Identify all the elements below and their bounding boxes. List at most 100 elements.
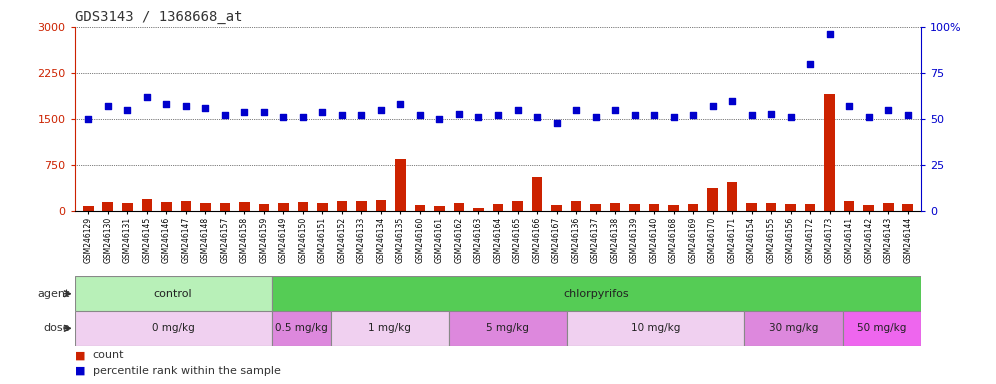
Bar bbox=[902, 204, 913, 211]
Point bbox=[744, 112, 760, 118]
Point bbox=[315, 109, 331, 115]
Point bbox=[412, 112, 428, 118]
Text: 1 mg/kg: 1 mg/kg bbox=[369, 323, 411, 333]
Point bbox=[256, 109, 272, 115]
Bar bbox=[219, 203, 230, 211]
Text: 30 mg/kg: 30 mg/kg bbox=[769, 323, 818, 333]
Point bbox=[334, 112, 350, 118]
Point bbox=[120, 107, 135, 113]
Bar bbox=[103, 202, 114, 211]
Bar bbox=[882, 203, 893, 211]
Bar bbox=[272, 276, 921, 311]
Point bbox=[665, 114, 681, 120]
Point bbox=[899, 112, 915, 118]
Bar bbox=[785, 204, 796, 211]
Point bbox=[822, 31, 838, 37]
Text: chlorpyrifos: chlorpyrifos bbox=[564, 289, 629, 299]
Bar bbox=[272, 311, 331, 346]
Text: agent: agent bbox=[37, 289, 70, 299]
Point bbox=[842, 103, 858, 109]
Bar bbox=[744, 311, 843, 346]
Point bbox=[510, 107, 526, 113]
Bar bbox=[825, 94, 835, 211]
Text: percentile rank within the sample: percentile rank within the sample bbox=[93, 366, 281, 376]
Bar bbox=[668, 205, 679, 211]
Bar bbox=[727, 182, 737, 211]
Bar bbox=[75, 276, 272, 311]
Text: ■: ■ bbox=[75, 366, 86, 376]
Bar bbox=[337, 201, 348, 211]
Bar bbox=[746, 203, 757, 211]
Bar bbox=[843, 311, 921, 346]
Point bbox=[178, 103, 194, 109]
Point bbox=[568, 107, 584, 113]
Point bbox=[724, 98, 740, 104]
Point bbox=[158, 101, 174, 108]
Point bbox=[354, 112, 370, 118]
Text: dose: dose bbox=[43, 323, 70, 333]
Bar bbox=[317, 203, 328, 211]
Point bbox=[763, 111, 779, 117]
Point bbox=[490, 112, 506, 118]
Bar bbox=[453, 203, 464, 211]
Bar bbox=[687, 204, 698, 211]
Bar bbox=[493, 204, 503, 211]
Point bbox=[373, 107, 388, 113]
Bar bbox=[331, 311, 449, 346]
Point bbox=[451, 111, 467, 117]
Point bbox=[549, 120, 565, 126]
Point bbox=[626, 112, 642, 118]
Bar bbox=[551, 205, 562, 211]
Point bbox=[588, 114, 604, 120]
Bar bbox=[161, 202, 171, 211]
Point bbox=[470, 114, 486, 120]
Bar bbox=[122, 203, 132, 211]
Bar bbox=[449, 311, 567, 346]
Point bbox=[861, 114, 876, 120]
Bar bbox=[75, 311, 272, 346]
Point bbox=[81, 116, 97, 122]
Text: 0 mg/kg: 0 mg/kg bbox=[151, 323, 194, 333]
Point bbox=[880, 107, 896, 113]
Bar bbox=[707, 189, 718, 211]
Bar bbox=[610, 203, 621, 211]
Text: 5 mg/kg: 5 mg/kg bbox=[486, 323, 529, 333]
Point bbox=[295, 114, 311, 120]
Bar bbox=[629, 204, 639, 211]
Bar bbox=[83, 206, 94, 211]
Bar bbox=[375, 200, 386, 211]
Bar bbox=[141, 199, 152, 211]
Bar bbox=[844, 201, 855, 211]
Point bbox=[100, 103, 116, 109]
Point bbox=[276, 114, 292, 120]
Text: 50 mg/kg: 50 mg/kg bbox=[858, 323, 906, 333]
Point bbox=[197, 105, 213, 111]
Point bbox=[802, 61, 818, 67]
Text: GDS3143 / 1368668_at: GDS3143 / 1368668_at bbox=[75, 10, 242, 25]
Bar bbox=[259, 204, 269, 211]
Point bbox=[685, 112, 701, 118]
Bar bbox=[512, 201, 523, 211]
Point bbox=[608, 107, 623, 113]
Bar bbox=[864, 205, 874, 211]
Point bbox=[236, 109, 252, 115]
Bar bbox=[395, 159, 405, 211]
Bar bbox=[567, 311, 744, 346]
Bar bbox=[571, 201, 582, 211]
Text: control: control bbox=[153, 289, 192, 299]
Point bbox=[138, 94, 154, 100]
Point bbox=[646, 112, 662, 118]
Bar bbox=[180, 201, 191, 211]
Bar bbox=[473, 207, 484, 211]
Bar bbox=[357, 201, 367, 211]
Text: 10 mg/kg: 10 mg/kg bbox=[630, 323, 680, 333]
Bar bbox=[805, 204, 816, 211]
Bar bbox=[532, 177, 543, 211]
Point bbox=[529, 114, 545, 120]
Text: ■: ■ bbox=[75, 350, 86, 360]
Bar bbox=[298, 202, 309, 211]
Point bbox=[783, 114, 799, 120]
Bar bbox=[648, 204, 659, 211]
Bar bbox=[434, 206, 445, 211]
Point bbox=[392, 101, 408, 108]
